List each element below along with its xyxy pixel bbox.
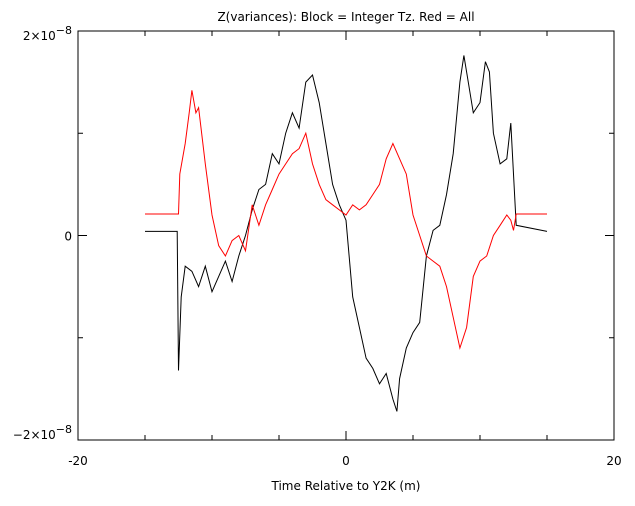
x-tick-label: 0 bbox=[342, 454, 350, 468]
axis-ticks bbox=[77, 30, 615, 441]
series-black-line bbox=[145, 55, 548, 412]
series-lines bbox=[145, 55, 548, 412]
y-tick-label: −2×10−8 bbox=[13, 423, 72, 442]
x-tick-label: 20 bbox=[606, 454, 621, 468]
y-tick-labels: 2×10−8 0 −2×10−8 bbox=[13, 24, 72, 442]
y-tick-label: 2×10−8 bbox=[23, 24, 72, 43]
x-axis-label: Time Relative to Y2K (m) bbox=[271, 479, 421, 493]
series-red-line bbox=[145, 90, 547, 350]
chart-title: Z(variances): Block = Integer Tz. Red = … bbox=[217, 10, 474, 24]
x-tick-labels: -20 0 20 bbox=[68, 454, 621, 468]
plot-frame bbox=[77, 30, 615, 441]
x-tick-label: -20 bbox=[68, 454, 88, 468]
y-tick-label: 0 bbox=[64, 230, 72, 244]
